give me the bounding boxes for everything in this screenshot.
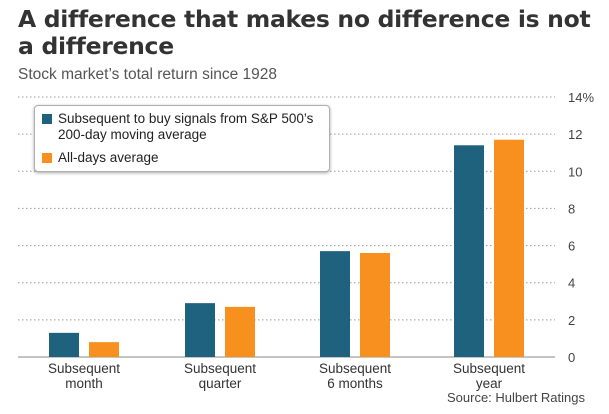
bar-all-days [89,342,119,357]
y-tick-label: 4 [568,276,575,291]
legend-label-all-days: All-days average [58,150,159,165]
bar-buy-signals [320,251,350,357]
legend-label-buy-signals: Subsequent to buy signals from S&P 500’s… [58,111,314,142]
y-tick-label: 0 [568,350,575,365]
bar-buy-signals [454,145,484,357]
bar-buy-signals [185,303,215,357]
bars [49,139,524,357]
y-tick-label: 10 [568,164,582,179]
x-axis-labels: Subsequent month Subsequent quarter Subseque… [48,361,525,391]
legend-swatch-all-days [42,153,52,163]
x-tick-label: Subsequent month [48,361,120,391]
chart-title: A difference that makes no difference is… [18,5,591,60]
source-note: Source: Hulbert Ratings [446,390,585,405]
chart-subtitle: Stock market’s total return since 1928 [18,66,278,83]
legend-item-all-days: All-days average [42,150,330,166]
bar-all-days [225,306,255,357]
x-tick-label: Subsequent year [453,361,525,391]
bar-buy-signals [49,332,79,357]
legend-swatch-buy-signals [42,114,52,124]
y-axis-ticks: 0 2 4 6 8 10 12 14% [568,90,594,365]
y-tick-label: 14% [568,90,594,105]
y-tick-label: 6 [568,239,575,254]
bar-all-days [360,253,390,357]
x-tick-label: Subsequent quarter [184,361,256,391]
legend-item-buy-signals: Subsequent to buy signals from S&P 500’s… [42,111,330,143]
y-tick-label: 12 [568,127,582,142]
x-tick-label: Subsequent 6 months [319,361,391,391]
y-tick-label: 8 [568,201,575,216]
y-tick-label: 2 [568,313,575,328]
bar-all-days [494,139,524,357]
legend: Subsequent to buy signals from S&P 500’s… [34,105,330,172]
